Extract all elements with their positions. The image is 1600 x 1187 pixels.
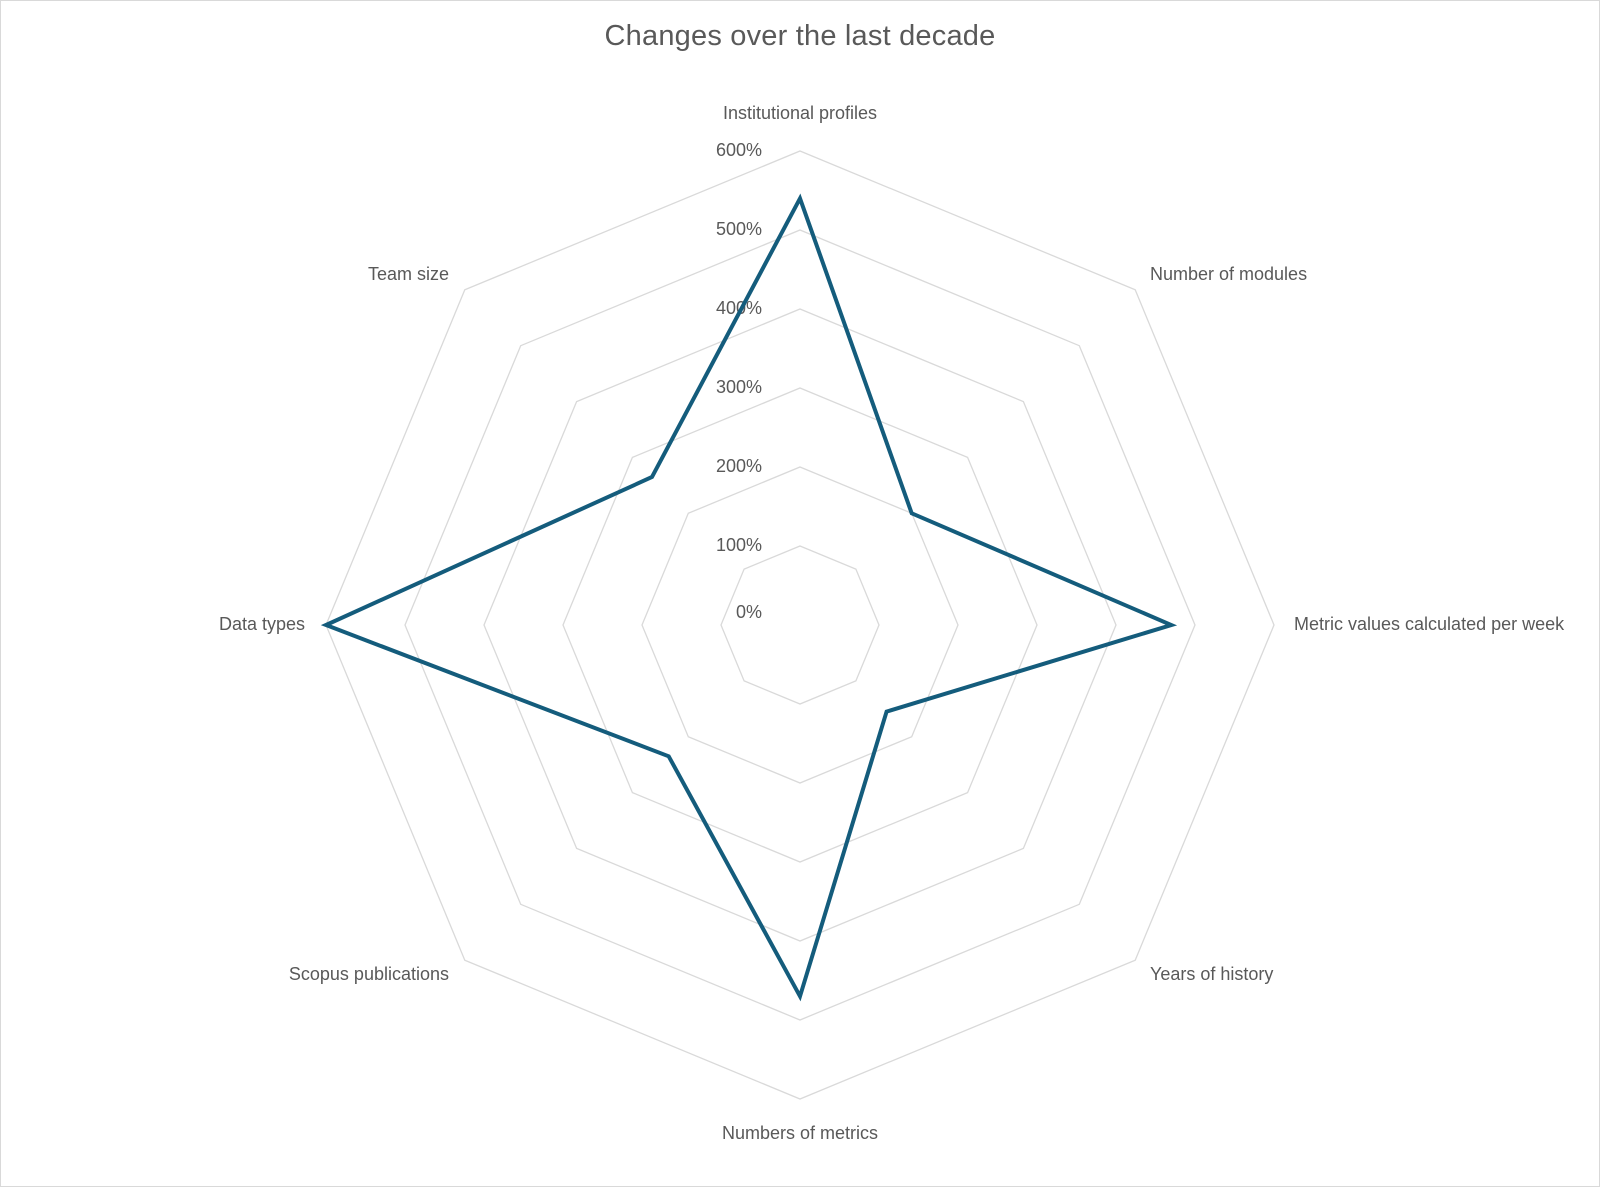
category-label: Numbers of metrics: [722, 1123, 878, 1143]
category-label: Scopus publications: [289, 964, 449, 984]
category-label: Years of history: [1150, 964, 1273, 984]
data-series: [320, 193, 1178, 1002]
grid-ring-600: [325, 150, 1275, 1100]
tick-label: 0%: [736, 602, 762, 622]
radial-axis-ticks: 0% 100% 200% 300% 400% 500% 600%: [716, 140, 762, 622]
category-label: Number of modules: [1150, 264, 1307, 284]
tick-label: 400%: [716, 298, 762, 318]
grid-ring-200: [641, 466, 959, 784]
tick-label: 300%: [716, 377, 762, 397]
category-label: Team size: [368, 264, 449, 284]
radar-grid: [325, 150, 1275, 1100]
category-labels: Institutional profiles Number of modules M…: [219, 103, 1565, 1143]
series-line: [320, 193, 1178, 1002]
chart-title: Changes over the last decade: [604, 20, 996, 52]
tick-label: 600%: [716, 140, 762, 160]
grid-ring-400: [483, 308, 1117, 942]
grid-ring-100: [720, 545, 880, 705]
category-label: Metric values calculated per week: [1294, 614, 1565, 634]
grid-ring-300: [562, 387, 1038, 863]
tick-label: 100%: [716, 535, 762, 555]
category-label: Data types: [219, 614, 305, 634]
grid-ring-500: [404, 229, 1196, 1021]
tick-label: 200%: [716, 456, 762, 476]
tick-label: 500%: [716, 219, 762, 239]
category-label: Institutional profiles: [723, 103, 877, 123]
